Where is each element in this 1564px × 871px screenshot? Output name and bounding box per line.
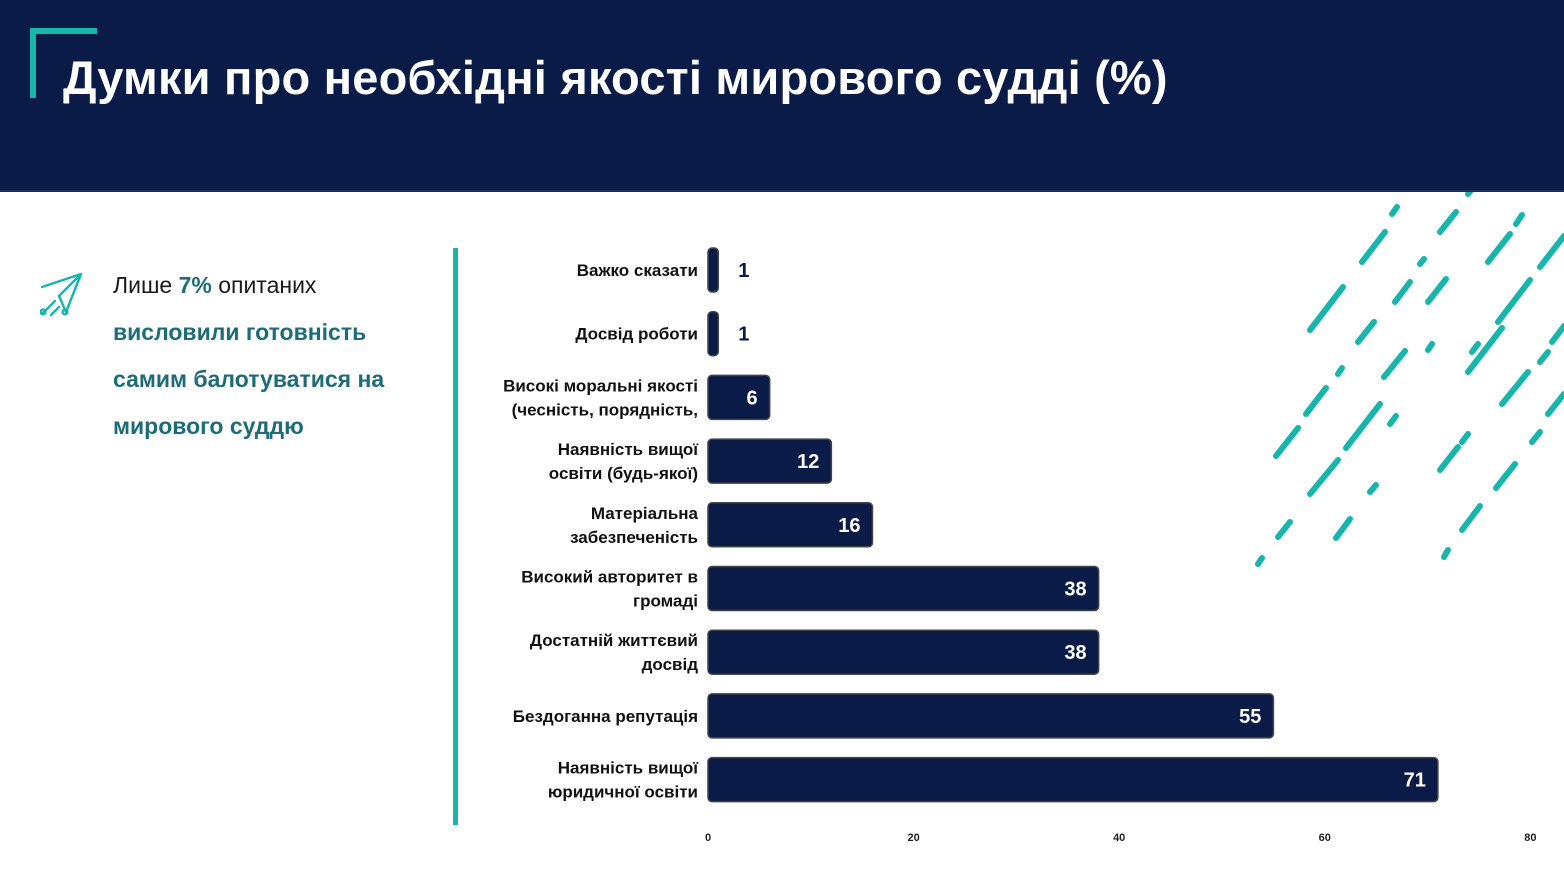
x-tick-label: 20	[907, 832, 919, 844]
bar-chart: Важко сказати Досвід роботи Високі моральн…	[503, 247, 1537, 844]
category-label: Наявність вищої	[558, 759, 699, 778]
category-label: Високі моральні якості	[503, 376, 698, 395]
bar-value-label: 12	[797, 451, 819, 473]
bar	[707, 438, 833, 484]
bar	[707, 629, 1100, 675]
category-label: Достатній життєвий	[530, 631, 698, 650]
x-tick-label: 80	[1524, 832, 1536, 844]
corner-accent-horizontal	[30, 28, 97, 34]
bar-value-label: 16	[838, 515, 860, 537]
category-label: Досвід роботи	[575, 325, 698, 344]
decorative-dashes	[1255, 192, 1564, 567]
category-label: Матеріальна	[591, 504, 699, 523]
bar-value-label: 71	[1404, 770, 1426, 792]
x-tick-label: 0	[705, 832, 711, 844]
category-label: досвід	[642, 655, 699, 674]
bar-value-label: 1	[738, 324, 749, 346]
summary-bold-text: висловили готовність самим балотуватися …	[113, 319, 385, 439]
bar-value-label: 38	[1064, 642, 1086, 664]
summary-prefix: Лише	[113, 272, 179, 298]
category-label: громаді	[633, 592, 698, 611]
bar-value-label: 6	[747, 387, 758, 409]
bar-value-label: 1	[738, 260, 749, 282]
bar-value-label: 55	[1239, 706, 1261, 728]
bar	[707, 565, 1100, 612]
sidebar-summary: Лише 7% опитаних висловили готовність са…	[113, 262, 433, 450]
category-label: Наявність вищої	[558, 440, 699, 459]
bar	[707, 502, 874, 548]
bar	[707, 310, 720, 357]
divider-line	[453, 248, 458, 825]
bar	[707, 693, 1275, 739]
x-tick-label: 40	[1113, 832, 1125, 844]
category-label: освіти (будь-якої)	[549, 464, 698, 483]
header: Думки про необхідні якості мирового судд…	[0, 0, 1564, 192]
category-label: Бездоганна репутація	[513, 707, 698, 726]
page-title: Думки про необхідні якості мирового судд…	[63, 51, 1168, 104]
bar	[707, 374, 771, 421]
summary-line: Лише 7% опитаних	[113, 262, 433, 309]
category-label: (чесність, порядність,	[512, 400, 698, 419]
x-tick-label: 60	[1319, 832, 1331, 844]
summary-percent: 7%	[178, 272, 212, 298]
category-label: юридичної освіти	[548, 783, 698, 802]
bar	[707, 247, 720, 293]
category-label: Високий авторитет в	[521, 568, 698, 587]
category-label: забезпеченість	[570, 528, 698, 547]
corner-accent-vertical	[30, 28, 36, 98]
summary-after: опитаних	[211, 272, 317, 298]
bar	[707, 756, 1439, 803]
paper-plane-icon	[40, 272, 83, 316]
bar-value-label: 38	[1064, 579, 1086, 601]
category-label: Важко сказати	[577, 261, 698, 280]
